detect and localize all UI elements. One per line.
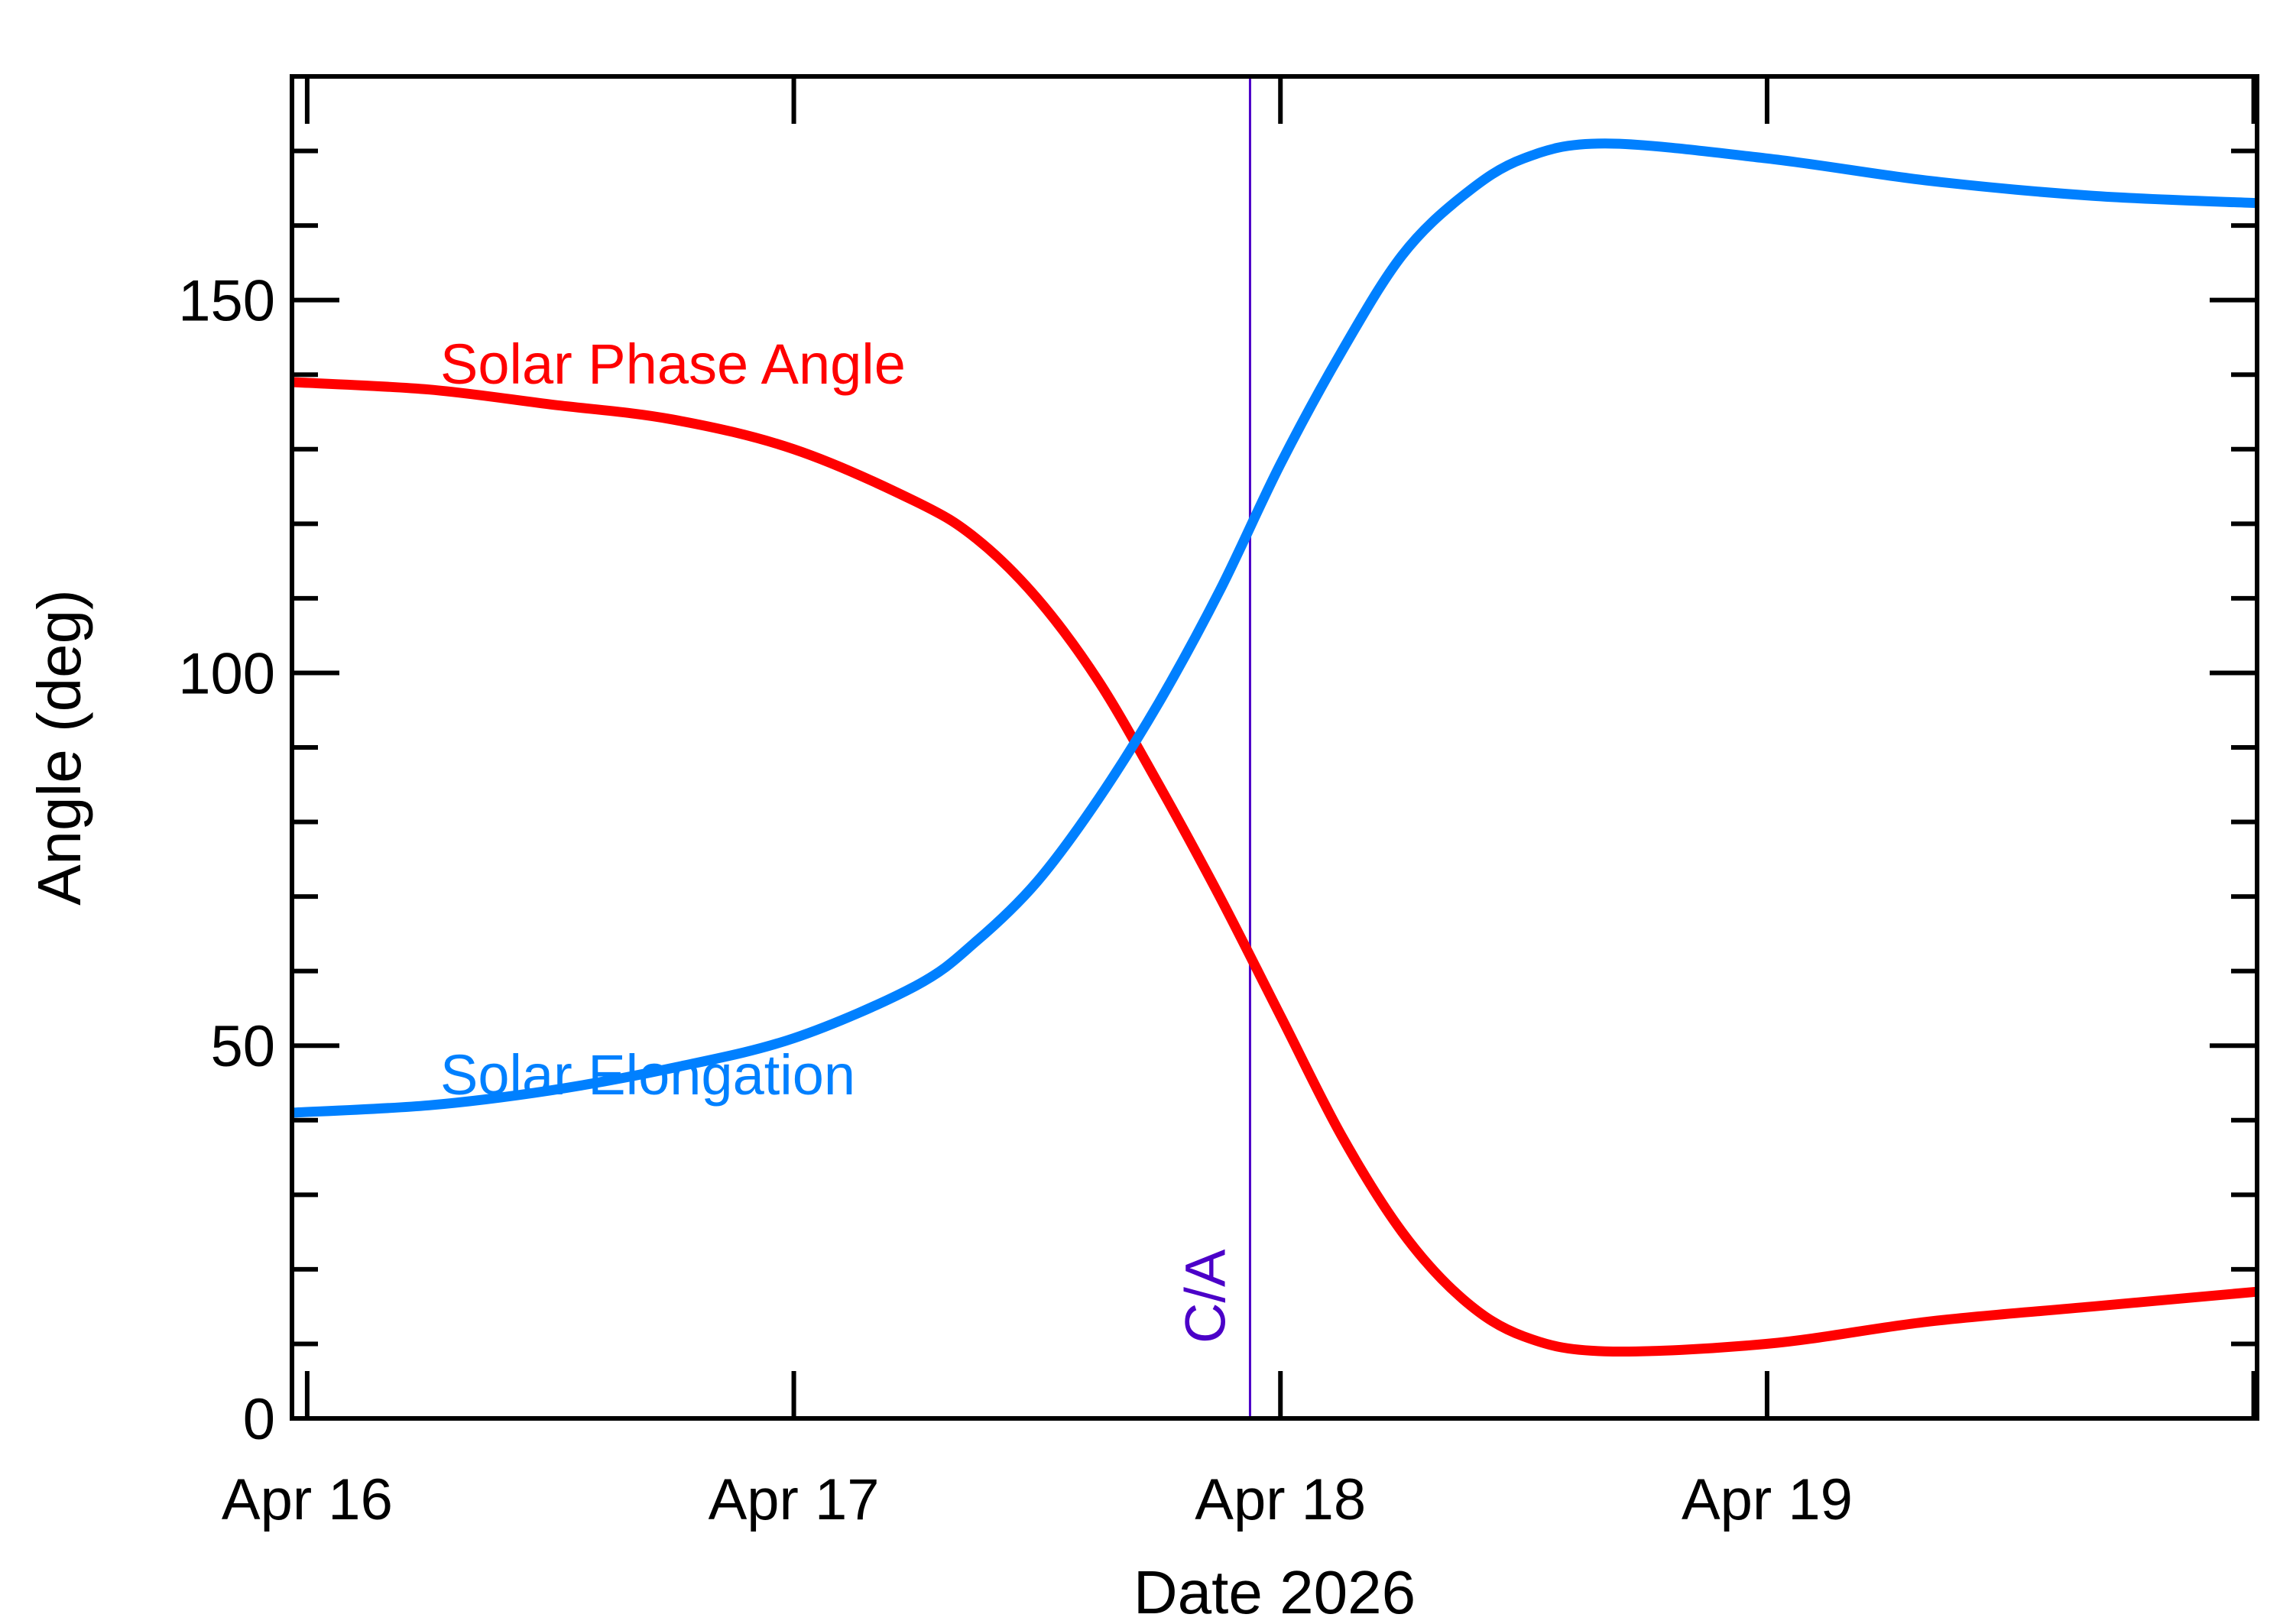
y-tick-label: 50 <box>210 1014 275 1079</box>
x-tick-label: Apr 18 <box>1195 1467 1366 1532</box>
y-tick-label: 150 <box>178 269 275 334</box>
x-tick-label: Apr 16 <box>222 1467 393 1532</box>
series-labels: Solar Phase Angle Solar Elongation <box>440 332 906 1107</box>
y-tick-labels: 0 50 100 150 <box>178 269 275 1452</box>
x-axis-title: Date 2026 <box>1134 1558 1416 1624</box>
closest-approach-label: C/A <box>1173 1249 1237 1344</box>
y-tick-label: 100 <box>178 641 275 706</box>
x-tick-label: Apr 17 <box>709 1467 880 1532</box>
solar-phase-angle-line <box>291 377 2258 1357</box>
solar-phase-angle-label: Solar Phase Angle <box>440 332 906 396</box>
x-tick-label: Apr 19 <box>1682 1467 1853 1532</box>
y-tick-label: 0 <box>243 1387 275 1452</box>
closest-approach-marker: C/A <box>1173 76 1251 1418</box>
plot-frame <box>290 74 2259 1421</box>
y-axis-title: Angle (deg) <box>25 589 93 906</box>
solar-elongation-line <box>291 138 2258 1118</box>
x-tick-labels: Apr 16 Apr 17 Apr 18 Apr 19 <box>222 1467 1853 1532</box>
series-lines <box>291 138 2258 1357</box>
solar-elongation-label: Solar Elongation <box>440 1043 855 1107</box>
